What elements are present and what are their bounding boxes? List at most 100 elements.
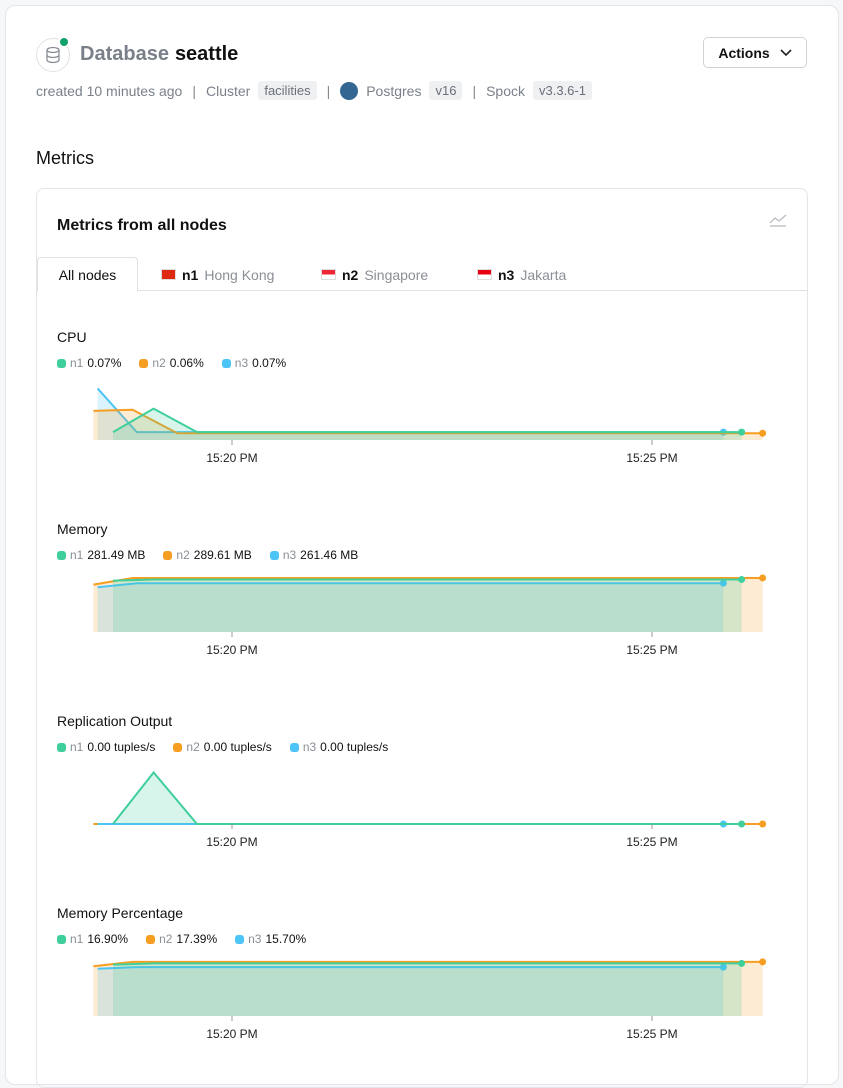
legend-item-n3: n3 261.46 MB: [269, 548, 359, 562]
legend-node: n3: [302, 740, 317, 754]
series-endpoint-n3[interactable]: [719, 963, 727, 971]
legend-swatch: [235, 934, 245, 944]
legend-node: n1: [70, 932, 84, 946]
series-endpoint-n3[interactable]: [719, 579, 727, 587]
legend-node: n2: [152, 356, 166, 370]
metric-title: Replication Output: [57, 713, 173, 729]
metric-title: Memory Percentage: [57, 905, 184, 921]
metric-legend: n1 0.07% n2 0.06% n3 0.07%: [57, 356, 286, 370]
legend-item-n1: n1 0.07%: [57, 356, 121, 370]
tab-city: Singapore: [364, 266, 429, 283]
hong-kong-flag-icon: [161, 269, 176, 280]
series-area-n3: [97, 967, 724, 1016]
legend-value: 0.07%: [252, 356, 287, 370]
metric-legend: n1 16.90% n2 17.39% n3 15.70%: [57, 932, 306, 946]
series-line-n3: [97, 582, 724, 589]
actions-button[interactable]: Actions: [703, 37, 807, 68]
legend-item-n2: n2 17.39%: [146, 932, 217, 946]
legend-swatch: [57, 742, 66, 752]
series-line-n1: [112, 962, 742, 966]
metric-section: CPU n1 0.07% n2 0.06% n3 0.07% 15:20 PM 15:25 PM: [37, 329, 807, 509]
series-endpoint-n2[interactable]: [759, 574, 767, 582]
tab-all-nodes[interactable]: All nodes: [37, 257, 138, 292]
legend-value: 0.00 tuples/s: [320, 740, 389, 754]
tab-node-id: n3: [498, 266, 515, 283]
extension-version-badge: v3.3.6-1: [533, 81, 592, 100]
page-title: Database seattle: [80, 43, 238, 66]
legend-item-n1: n1 281.49 MB: [57, 548, 145, 562]
legend-node: n1: [70, 548, 84, 562]
legend-value: 0.06%: [169, 356, 204, 370]
metric-chart: 15:20 PM 15:25 PM: [93, 574, 767, 656]
tab-node-id: n2: [342, 266, 359, 283]
tab-n3[interactable]: n3 Jakarta: [477, 257, 566, 292]
cluster-badge[interactable]: facilities: [258, 81, 317, 100]
legend-swatch: [57, 934, 66, 944]
legend-node: n1: [70, 740, 84, 754]
extension-label: Spock: [486, 82, 525, 99]
metric-legend: n1 281.49 MB n2 289.61 MB n3 261.46 MB: [57, 548, 358, 562]
legend-swatch: [139, 358, 149, 368]
card-title: Metrics from all nodes: [57, 217, 227, 234]
x-tick-label: 15:25 PM: [626, 643, 677, 656]
legend-item-n2: n2 0.00 tuples/s: [173, 740, 272, 754]
series-endpoint-n1[interactable]: [738, 820, 746, 828]
legend-item-n1: n1 0.00 tuples/s: [57, 740, 155, 754]
legend-value: 281.49 MB: [87, 548, 146, 562]
series-line-n3: [96, 387, 724, 434]
legend-item-n1: n1 16.90%: [57, 932, 128, 946]
series-area-n2: [93, 961, 763, 1016]
series-area-n1: [113, 772, 742, 824]
x-tick-label: 15:20 PM: [206, 835, 257, 848]
chevron-down-icon: [780, 48, 792, 56]
series-endpoint-n2[interactable]: [759, 958, 767, 966]
database-name: seattle: [174, 43, 239, 65]
tab-node-id: n1: [182, 266, 199, 283]
engine-version-badge: v16: [429, 81, 463, 100]
legend-swatch: [57, 358, 66, 368]
database-icon: [36, 38, 70, 72]
line-chart-icon[interactable]: [769, 213, 787, 227]
tab-n2[interactable]: n2 Singapore: [321, 257, 428, 292]
legend-value: 17.39%: [176, 932, 218, 946]
metric-section: Memory Percentage n1 16.90% n2 17.39% n3 15.70…: [37, 905, 807, 1085]
legend-value: 261.46 MB: [300, 548, 359, 562]
legend-value: 16.90%: [87, 932, 129, 946]
series-endpoint-n2[interactable]: [759, 429, 767, 437]
x-tick-label: 15:25 PM: [626, 1027, 677, 1040]
legend-item-n2: n2 289.61 MB: [163, 548, 252, 562]
node-tabs: All nodes n1 Hong Kong n2 Singapore n3 Jaka…: [37, 257, 807, 292]
tab-n1[interactable]: n1 Hong Kong: [161, 257, 274, 292]
series-endpoint-n1[interactable]: [738, 428, 746, 436]
postgres-icon: [340, 81, 359, 100]
legend-item-n3: n3 0.00 tuples/s: [289, 740, 389, 754]
series-line-n2: [93, 408, 763, 435]
metric-chart: 15:20 PM 15:25 PM: [93, 387, 767, 464]
series-line-n1: [112, 578, 742, 582]
legend-item-n2: n2 0.06%: [139, 356, 204, 370]
series-area-n3: [97, 388, 724, 440]
series-line-n3: [97, 966, 724, 970]
series-endpoint-n1[interactable]: [738, 959, 746, 967]
legend-item-n3: n3 15.70%: [235, 932, 306, 946]
legend-swatch: [221, 358, 231, 368]
legend-value: 0.07%: [87, 356, 122, 370]
x-tick-label: 15:20 PM: [206, 643, 257, 656]
metrics-card: Metrics from all nodes All nodes n1 Hong …: [36, 188, 808, 1088]
legend-swatch: [163, 550, 173, 560]
legend-swatch: [146, 934, 156, 944]
metric-legend: n1 0.00 tuples/s n2 0.00 tuples/s n3 0.00 tup…: [57, 740, 388, 754]
x-tick-label: 15:25 PM: [626, 835, 677, 848]
series-endpoint-n1[interactable]: [738, 575, 746, 583]
database-panel: Database seattle created 10 minutes ago | …: [5, 5, 839, 1088]
series-area-n2: [93, 577, 763, 632]
metric-title: CPU: [57, 329, 87, 345]
legend-node: n2: [186, 740, 200, 754]
actions-label: Actions: [718, 44, 770, 61]
series-line-n1: [112, 770, 742, 825]
series-endpoint-n2[interactable]: [759, 820, 767, 828]
engine-label: Postgres: [366, 82, 422, 99]
legend-node: n2: [159, 932, 173, 946]
legend-swatch: [57, 550, 66, 560]
metric-section: Memory n1 281.49 MB n2 289.61 MB n3 261.46 MB 1…: [37, 521, 807, 701]
